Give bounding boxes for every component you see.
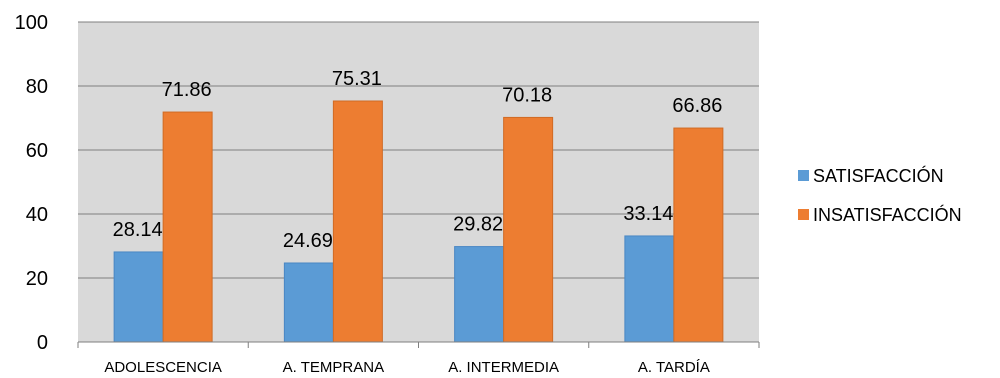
- data-label-satisfaccion: 24.69: [283, 230, 333, 252]
- legend-swatch-satisfaccion: [798, 170, 809, 181]
- y-tick-label: 80: [26, 76, 48, 98]
- bar-satisfaccion: [283, 262, 334, 343]
- data-label-satisfaccion: 28.14: [113, 219, 163, 241]
- x-category-label: A. INTERMEDIA: [448, 359, 559, 376]
- bar-satisfaccion: [113, 251, 164, 343]
- data-label-insatisfaccion: 75.31: [332, 68, 382, 90]
- bar-satisfaccion: [454, 246, 505, 343]
- y-tick-label: 40: [26, 204, 48, 226]
- bar-insatisfaccion: [332, 100, 383, 343]
- y-tick-label: 0: [37, 332, 48, 354]
- x-category-label: A. TARDÍA: [638, 359, 710, 376]
- y-tick-label: 20: [26, 268, 48, 290]
- bar-insatisfaccion: [503, 116, 554, 343]
- y-tick-label: 100: [15, 12, 48, 34]
- legend: SATISFACCIÓN INSATISFACCIÓN: [798, 165, 962, 225]
- legend-swatch-insatisfaccion: [798, 209, 809, 220]
- x-axis-category-labels: ADOLESCENCIA A. TEMPRANA A. INTERMEDIA A…: [104, 359, 710, 376]
- data-label-insatisfaccion: 66.86: [672, 95, 722, 117]
- y-tick-label: 60: [26, 140, 48, 162]
- bar-insatisfaccion: [673, 127, 724, 343]
- data-label-satisfaccion: 29.82: [453, 214, 503, 236]
- x-category-label: ADOLESCENCIA: [104, 359, 222, 376]
- data-label-insatisfaccion: 70.18: [502, 84, 552, 106]
- data-labels: 28.14 24.69 29.82 33.14 71.86 75.31 70.1…: [113, 68, 723, 252]
- legend-label-insatisfaccion: INSATISFACCIÓN: [813, 204, 962, 225]
- x-axis-ticks: [77, 342, 760, 348]
- bar-satisfaccion: [624, 235, 675, 343]
- x-category-label: A. TEMPRANA: [283, 359, 384, 376]
- y-axis-tick-labels: 0 20 40 60 80 100: [15, 12, 48, 354]
- data-label-satisfaccion: 33.14: [623, 203, 673, 225]
- bars: [113, 100, 724, 343]
- legend-label-satisfaccion: SATISFACCIÓN: [813, 165, 944, 186]
- bar-insatisfaccion: [162, 111, 213, 343]
- data-label-insatisfaccion: 71.86: [162, 79, 212, 101]
